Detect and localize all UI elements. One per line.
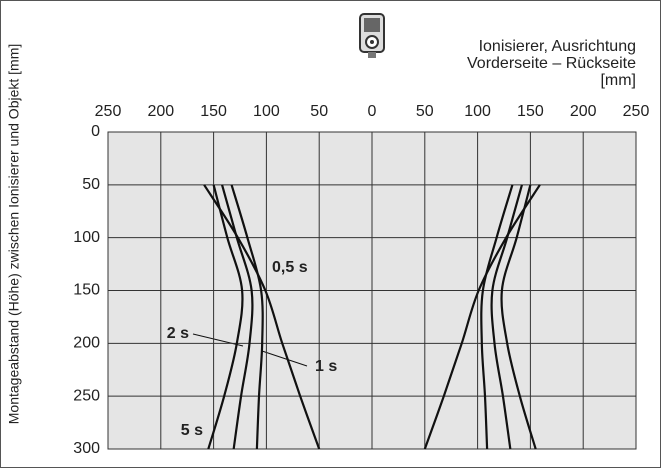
x-tick-label: 250	[95, 103, 122, 120]
title-line: Ionisierer, Ausrichtung	[479, 38, 636, 55]
y-tick-label: 50	[82, 176, 100, 193]
curve	[220, 184, 524, 450]
x-tick-label: 100	[464, 103, 491, 120]
x-tick-label: 50	[416, 103, 434, 120]
x-tick-label: 200	[147, 103, 174, 120]
curve-label: 2 s	[167, 325, 189, 342]
leader-line	[261, 350, 308, 367]
y-tick-label: 200	[73, 335, 100, 352]
x-tick-label: 250	[623, 103, 650, 120]
x-tick-label: 50	[310, 103, 328, 120]
curve	[230, 184, 514, 450]
y-tick-label: 150	[73, 282, 100, 299]
curve-label: 5 s	[181, 422, 203, 439]
device-icon	[359, 13, 385, 58]
curve	[207, 184, 537, 450]
x-tick-label: 200	[570, 103, 597, 120]
y-tick-label: 250	[73, 387, 100, 404]
y-axis-label: Montageabstand (Höhe) zwischen Ionisiere…	[6, 44, 22, 425]
y-tick-label: 0	[91, 123, 100, 140]
x-tick-label: 150	[200, 103, 227, 120]
title-line: [mm]	[600, 72, 636, 89]
x-tick-label: 100	[253, 103, 280, 120]
x-tick-label: 0	[368, 103, 377, 120]
curve-label: 0,5 s	[272, 259, 308, 276]
leader-line	[192, 333, 244, 347]
curve-label: 1 s	[315, 358, 337, 375]
title-line: Vorderseite – Rückseite	[467, 55, 636, 72]
y-tick-label: 100	[73, 229, 100, 246]
y-tick-label: 300	[73, 440, 100, 457]
x-tick-label: 150	[517, 103, 544, 120]
